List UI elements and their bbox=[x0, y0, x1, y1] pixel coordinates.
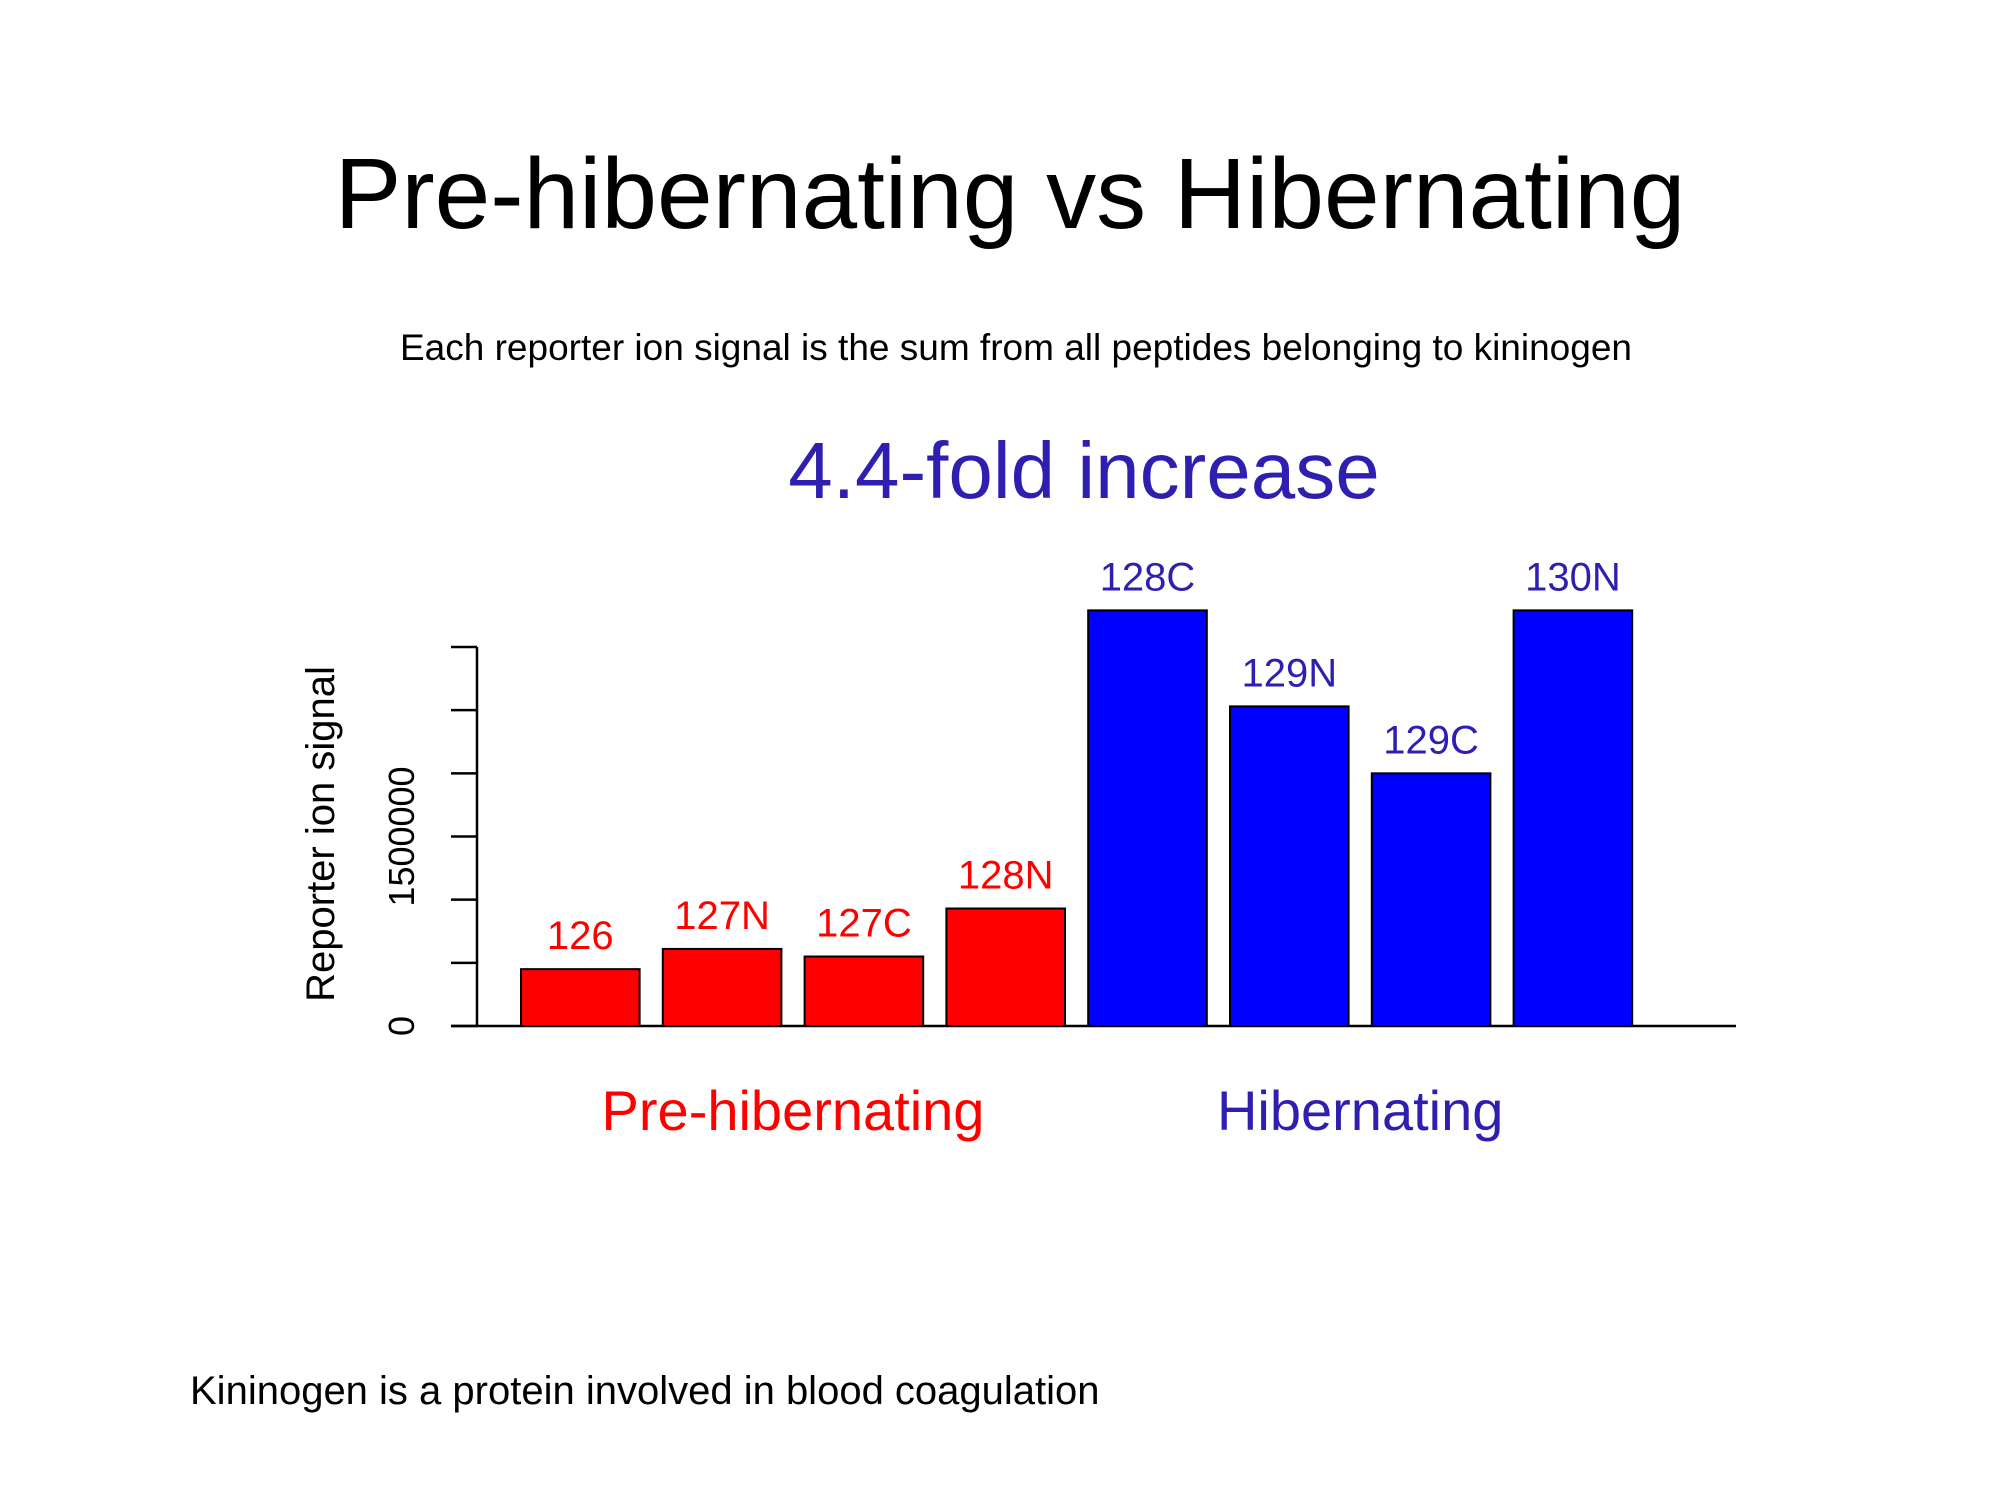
bar bbox=[661, 947, 783, 1027]
group-label: Pre-hibernating bbox=[602, 1079, 985, 1142]
bar-category-label: 129N bbox=[1241, 651, 1337, 695]
bar bbox=[520, 968, 641, 1028]
group-label: Hibernating bbox=[1217, 1079, 1503, 1142]
bar-category-label: 128C bbox=[1100, 555, 1196, 599]
slide-subtitle: Each reporter ion signal is the sum from… bbox=[400, 327, 1632, 368]
footnote: Kininogen is a protein involved in blood… bbox=[190, 1369, 1100, 1413]
bar bbox=[1229, 705, 1350, 1027]
y-tick-label: 0 bbox=[381, 1016, 422, 1036]
bar-category-label: 129C bbox=[1383, 718, 1479, 762]
chart: 4.4-fold increase Reporter ion signal 0 150… bbox=[299, 426, 1736, 1142]
bar-category-label: 128N bbox=[958, 854, 1054, 898]
bar-category-label: 127C bbox=[816, 902, 912, 946]
annotation: 4.4-fold increase bbox=[788, 426, 1379, 515]
slide-title: Pre-hibernating vs Hibernating bbox=[335, 138, 1686, 250]
bar-category-label: 130N bbox=[1525, 555, 1621, 599]
bar bbox=[1512, 609, 1634, 1027]
bar bbox=[803, 955, 925, 1027]
bar-category-label: 127N bbox=[674, 894, 770, 938]
y-axis-title: Reporter ion signal bbox=[299, 666, 343, 1002]
bar bbox=[1370, 772, 1492, 1027]
y-tick-label: 1500000 bbox=[381, 766, 422, 906]
bar-category-label: 126 bbox=[547, 914, 614, 958]
bar bbox=[1087, 609, 1208, 1027]
bar bbox=[945, 907, 1067, 1028]
